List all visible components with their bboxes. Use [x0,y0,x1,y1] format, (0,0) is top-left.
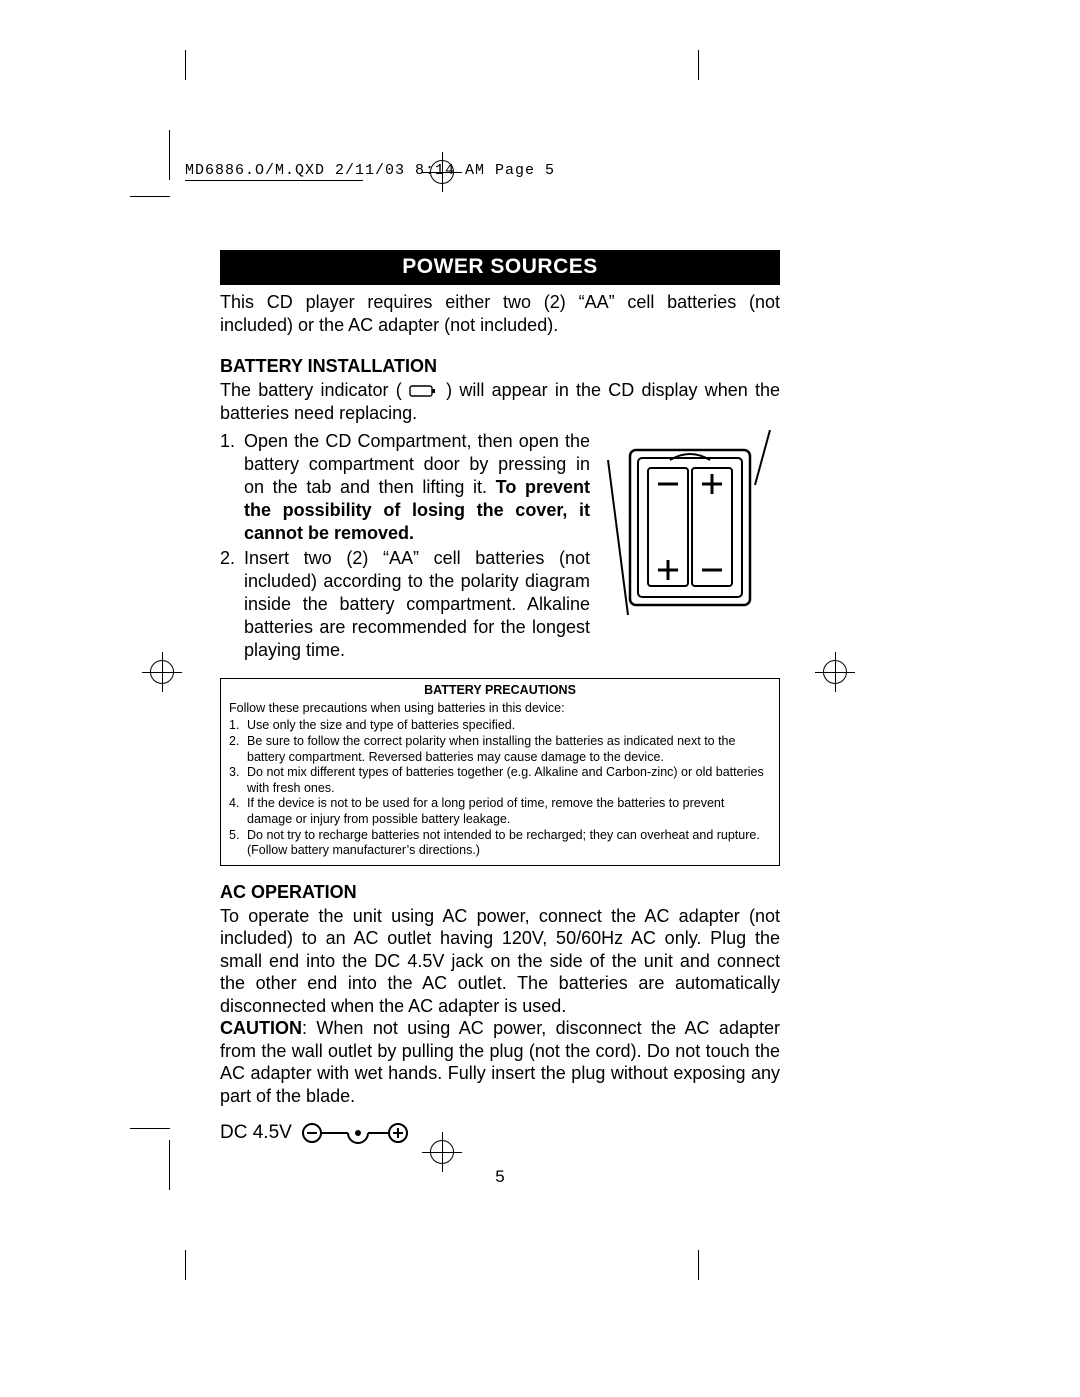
header-underline [185,180,363,181]
list-item: 3.Do not mix different types of batterie… [229,765,771,796]
step-text-a: Insert two (2) “AA” cell batteries (not … [244,548,590,660]
step-number: 2. [220,547,244,662]
content-area: POWER SOURCES This CD player requires ei… [220,250,780,1187]
list-item: 2.Be sure to follow the correct polarity… [229,734,771,765]
crop-mark [169,1140,170,1190]
crop-mark [698,1250,699,1280]
caution-text: : When not using AC power, disconnect th… [220,1018,780,1106]
polarity-icon [300,1121,410,1145]
list-item: 2. Insert two (2) “AA” cell batteries (n… [220,547,590,662]
item-text: Do not mix different types of batteries … [247,765,771,796]
intro-text: This CD player requires either two (2) “… [220,291,780,336]
crop-mark [169,130,170,180]
battery-icon [409,384,439,398]
item-number: 2. [229,734,247,765]
install-row: 1. Open the CD Compartment, then open th… [220,430,780,664]
step-text: Insert two (2) “AA” cell batteries (not … [244,547,590,662]
dc-spec: DC 4.5V [220,1121,780,1145]
page-number: 5 [220,1167,780,1187]
battery-compartment-icon [600,430,780,620]
battery-diagram [600,430,780,664]
battery-indicator-text: The battery indicator ( ) will appear in… [220,379,780,426]
ac-operation-heading: AC OPERATION [220,882,780,903]
item-number: 4. [229,796,247,827]
page: MD6886.O/M.QXD 2/11/03 8:14 AM Page 5 PO… [0,0,1080,1397]
list-item: 5.Do not try to recharge batteries not i… [229,828,771,859]
install-steps: 1. Open the CD Compartment, then open th… [220,430,590,664]
crop-mark [130,196,170,197]
battery-install-heading: BATTERY INSTALLATION [220,356,780,377]
item-text: Be sure to follow the correct polarity w… [247,734,771,765]
item-text: If the device is not to be used for a lo… [247,796,771,827]
precautions-box: BATTERY PRECAUTIONS Follow these precaut… [220,678,780,866]
item-text: Use only the size and type of batteries … [247,718,771,734]
battery-text-a: The battery indicator ( [220,380,402,400]
list-item: 1.Use only the size and type of batterie… [229,718,771,734]
caution-label: CAUTION [220,1018,302,1038]
file-header: MD6886.O/M.QXD 2/11/03 8:14 AM Page 5 [185,162,555,179]
ac-operation-body: To operate the unit using AC power, conn… [220,905,780,1108]
ac-para1: To operate the unit using AC power, conn… [220,906,780,1016]
precautions-title: BATTERY PRECAUTIONS [229,683,771,699]
dc-label: DC 4.5V [220,1122,292,1144]
item-number: 1. [229,718,247,734]
list-item: 4.If the device is not to be used for a … [229,796,771,827]
section-title: POWER SOURCES [220,250,780,285]
precautions-list: 1.Use only the size and type of batterie… [229,718,771,859]
step-text: Open the CD Compartment, then open the b… [244,430,590,545]
crop-mark [185,1250,186,1280]
item-number: 5. [229,828,247,859]
precautions-intro: Follow these precautions when using batt… [229,701,771,717]
crop-mark [698,50,699,80]
crop-mark [130,1128,170,1129]
step-number: 1. [220,430,244,545]
item-text: Do not try to recharge batteries not int… [247,828,771,859]
crop-mark [185,50,186,80]
list-item: 1. Open the CD Compartment, then open th… [220,430,590,545]
item-number: 3. [229,765,247,796]
registration-cross [835,652,836,692]
registration-cross [162,652,163,692]
